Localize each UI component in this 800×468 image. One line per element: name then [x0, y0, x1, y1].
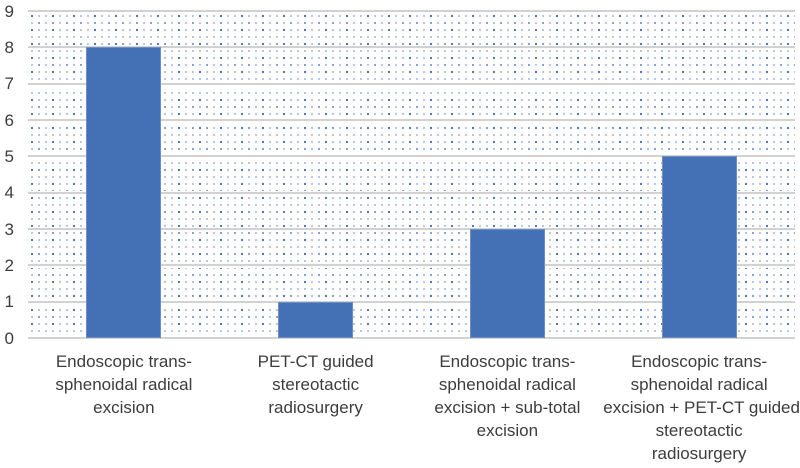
category-label-2: PET-CT guided stereotactic radiosurgery	[220, 350, 412, 419]
category-label-line: excision	[476, 421, 539, 440]
category-label-1: Endoscopic trans-sphenoidal radical excis…	[28, 350, 220, 419]
category-label-line: stereotactic	[272, 375, 360, 394]
category-label-line: radiosurgery	[651, 444, 747, 463]
category-label-line: excision	[93, 398, 155, 417]
gridline-y-2	[28, 263, 795, 269]
gridline-y-8	[28, 45, 795, 51]
category-label-line: Endoscopic trans-	[55, 352, 192, 371]
category-label-line: stereotactic	[655, 421, 743, 440]
gridline-y-4	[28, 190, 795, 196]
y-tick-label: 8	[4, 37, 14, 57]
category-label-line: Endoscopic trans-	[439, 352, 576, 371]
gridline-y-1	[28, 299, 795, 305]
y-tick-label: 3	[4, 219, 14, 239]
gridline-y-5	[28, 154, 795, 160]
bar-4	[661, 156, 737, 338]
gridline-y-0	[28, 336, 795, 341]
category-label-4: Endoscopic trans-sphenoidal radical excis…	[603, 350, 800, 465]
y-tick-label: 9	[4, 1, 14, 21]
category-label-line: radiosurgery	[268, 398, 363, 417]
category-label-3: Endoscopic trans-sphenoidal radical excis…	[412, 350, 604, 442]
y-tick-label: 1	[4, 292, 14, 312]
y-tick-label: 6	[4, 110, 14, 130]
category-label-line: sphenoidal radical	[55, 375, 193, 394]
category-label-line: excision + PET-CT guided	[603, 398, 800, 417]
gridline-y-7	[28, 81, 795, 87]
category-label-line: excision + sub-total	[434, 398, 581, 417]
y-tick-label: 5	[4, 146, 14, 166]
bar-3	[469, 229, 545, 338]
plot-area	[28, 9, 795, 341]
bar-1	[86, 47, 162, 338]
gridline-y-3	[28, 227, 795, 232]
gridline-y-6	[28, 118, 795, 123]
bar-2	[278, 301, 354, 338]
y-tick-label: 7	[4, 74, 14, 94]
gridline-y-9	[28, 9, 795, 14]
y-tick-label: 2	[4, 255, 14, 275]
y-tick-label: 0	[4, 328, 14, 348]
y-tick-label: 4	[4, 183, 14, 203]
category-label-line: PET-CT guided	[257, 352, 374, 371]
category-label-line: sphenoidal radical	[438, 375, 576, 394]
category-label-line: sphenoidal radical	[630, 375, 768, 394]
category-label-line: Endoscopic trans-	[631, 352, 768, 371]
